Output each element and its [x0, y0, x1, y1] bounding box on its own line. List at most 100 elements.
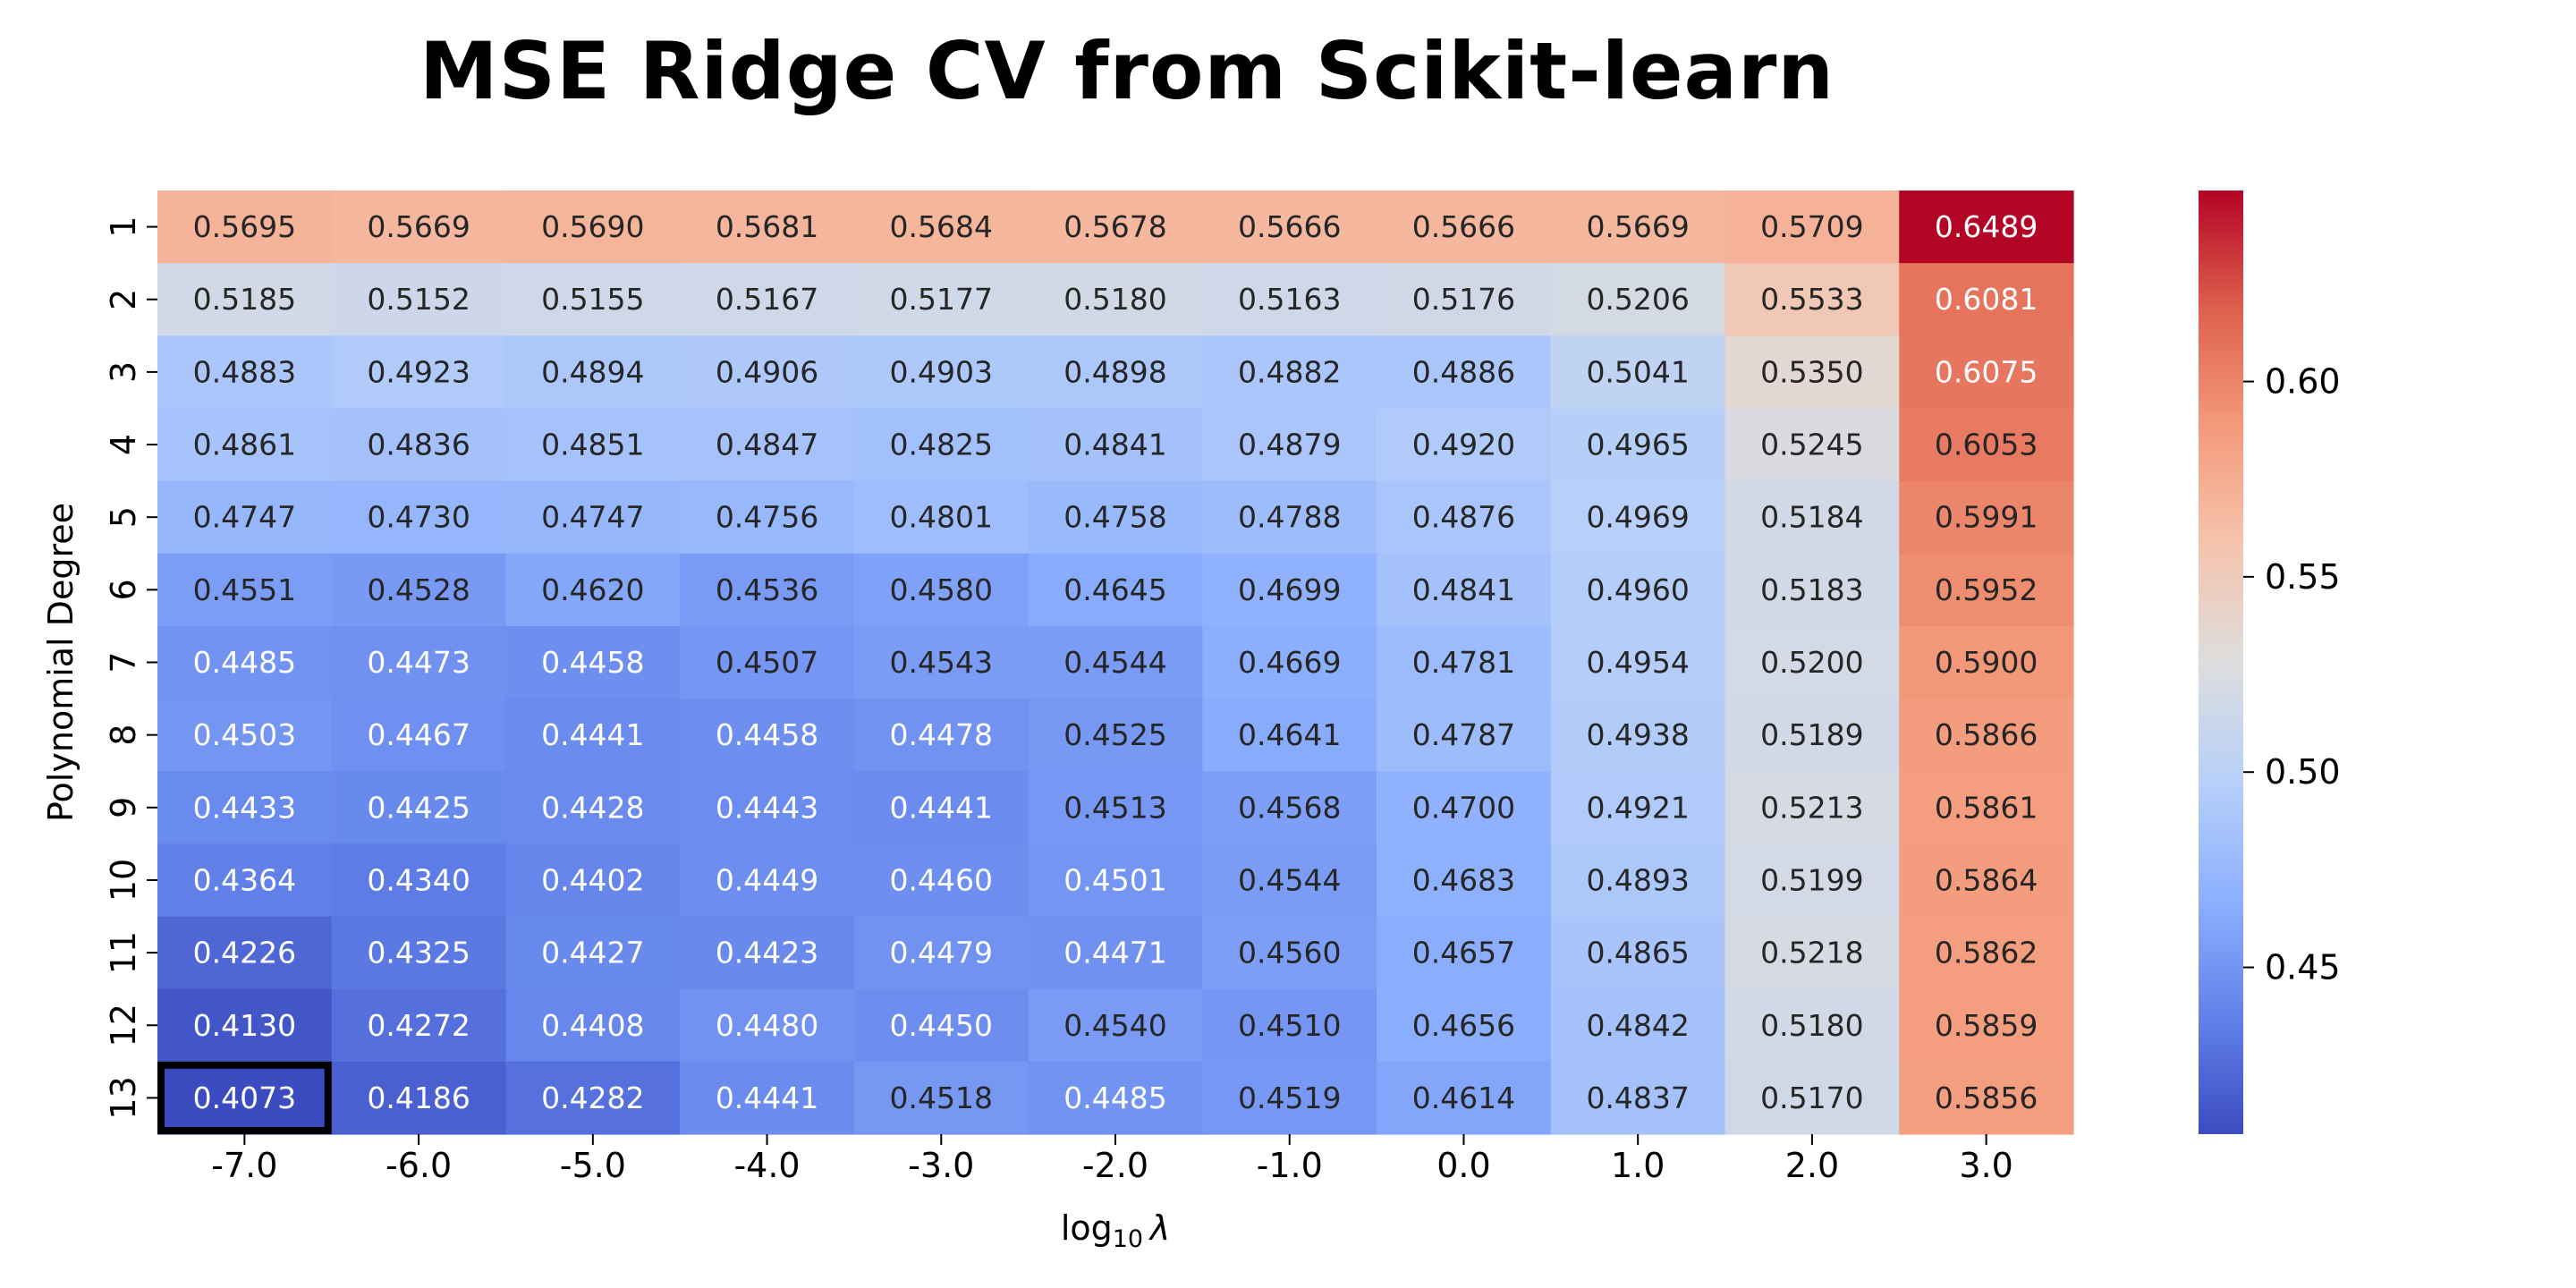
cell-value-label: 0.4879 [1238, 428, 1341, 462]
cell-value-label: 0.4364 [193, 862, 296, 897]
heatmap-cell [1028, 408, 1203, 482]
cell-value-label: 0.4669 [1238, 645, 1341, 680]
heatmap-cell [1899, 699, 2074, 772]
cell-value-label: 0.4501 [1063, 862, 1166, 897]
colorbar [2199, 191, 2243, 1134]
y-tick-label: 9 [104, 797, 143, 818]
cell-value-label: 0.4485 [1063, 1080, 1166, 1115]
heatmap-cell [853, 625, 1030, 699]
heatmap-cell [1899, 771, 2074, 844]
heatmap-cell [1028, 191, 1203, 264]
cell-value-label: 0.4906 [716, 354, 818, 389]
heatmap-cell [1028, 335, 1203, 410]
heatmap-cell [157, 480, 333, 555]
cell-value-label: 0.4560 [1238, 936, 1341, 970]
cell-value-label: 0.5864 [1935, 862, 2038, 897]
cell-value-label: 0.4747 [193, 500, 296, 535]
cell-value-label: 0.5180 [1760, 1008, 1863, 1043]
x-tick-label: -2.0 [1082, 1146, 1148, 1185]
heatmap-cell [1724, 553, 1900, 627]
cell-value-label: 0.4340 [367, 862, 470, 897]
heatmap-cell [680, 843, 855, 918]
x-tick-label: -6.0 [386, 1146, 452, 1185]
cell-value-label: 0.6075 [1935, 354, 2038, 389]
heatmap-cell [1377, 625, 1552, 699]
x-tick-label: -5.0 [560, 1146, 626, 1185]
cell-value-label: 0.4441 [716, 1080, 818, 1115]
y-tick-label: 2 [104, 289, 143, 310]
heatmap-cell [680, 553, 855, 627]
cell-value-label: 0.4841 [1063, 428, 1166, 462]
cell-value-label: 0.6489 [1935, 209, 2038, 244]
cell-value-label: 0.4894 [541, 354, 644, 389]
heatmap-cell [853, 771, 1030, 844]
cell-value-label: 0.4781 [1412, 645, 1515, 680]
heatmap-cell [1550, 1061, 1726, 1135]
cell-value-label: 0.4938 [1586, 717, 1689, 752]
cell-value-label: 0.5690 [541, 209, 644, 244]
cell-value-label: 0.4427 [541, 936, 644, 970]
heatmap-cell [1899, 916, 2074, 990]
heatmap-cell [680, 480, 855, 555]
cell-value-label: 0.5213 [1760, 790, 1863, 825]
cell-value-label: 0.4836 [367, 428, 470, 462]
cell-value-label: 0.4525 [1063, 717, 1166, 752]
heatmap-cell [505, 480, 681, 555]
heatmap-cell [505, 191, 681, 264]
cell-value-label: 0.5184 [1760, 500, 1863, 535]
heatmap-cell [1202, 625, 1377, 699]
heatmap-cell [1028, 480, 1203, 555]
heatmap-cell [331, 699, 507, 772]
heatmap-cell [157, 191, 333, 264]
heatmap-cell [680, 191, 855, 264]
cell-value-label: 0.4272 [367, 1008, 470, 1043]
cell-value-label: 0.5669 [1586, 209, 1689, 244]
cell-value-label: 0.5666 [1412, 209, 1515, 244]
colorbar-tick-label: 0.45 [2265, 948, 2341, 987]
cell-value-label: 0.4282 [541, 1080, 644, 1115]
cell-value-label: 0.4402 [541, 862, 644, 897]
heatmap-cell [1202, 771, 1377, 844]
heatmap-cell [1899, 408, 2074, 482]
cell-value-label: 0.4876 [1412, 500, 1515, 535]
cell-value-label: 0.5183 [1760, 572, 1863, 607]
cell-value-label: 0.4903 [890, 354, 993, 389]
heatmap-cell [1550, 699, 1726, 772]
cell-value-label: 0.4551 [193, 572, 296, 607]
heatmap-cell [1028, 699, 1203, 772]
y-tick-label: 11 [104, 931, 143, 974]
y-tick-label: 7 [104, 651, 143, 673]
heatmap-cell [853, 480, 1030, 555]
heatmap-cell [505, 916, 681, 990]
cell-value-label: 0.5533 [1760, 282, 1863, 317]
cell-value-label: 0.4620 [541, 572, 644, 607]
heatmap-cell [680, 916, 855, 990]
heatmap-cell [505, 988, 681, 1063]
x-tick-label: 0.0 [1436, 1146, 1490, 1185]
heatmap-cell [331, 480, 507, 555]
heatmap-cell [331, 408, 507, 482]
cell-value-label: 0.4536 [716, 572, 818, 607]
colorbar-tick-label: 0.55 [2265, 557, 2341, 597]
cell-value-label: 0.4473 [367, 645, 470, 680]
heatmap-cell [1377, 988, 1552, 1063]
cell-value-label: 0.4699 [1238, 572, 1341, 607]
heatmap-cell [505, 335, 681, 410]
heatmap-cell [680, 1061, 855, 1135]
heatmap-cell [680, 771, 855, 844]
cell-value-label: 0.4730 [367, 500, 470, 535]
heatmap-cell [853, 408, 1030, 482]
heatmap-cell [1550, 988, 1726, 1063]
heatmap-cell [157, 771, 333, 844]
heatmap-cell [1550, 916, 1726, 990]
cell-value-label: 0.4503 [193, 717, 296, 752]
cell-value-label: 0.4441 [541, 717, 644, 752]
cell-value-label: 0.5866 [1935, 717, 2038, 752]
heatmap-cell [680, 263, 855, 336]
x-axis-label: log10 λ [1061, 1208, 1170, 1253]
cell-value-label: 0.4683 [1412, 862, 1515, 897]
cell-value-label: 0.4893 [1586, 862, 1689, 897]
heatmap-cell [1550, 771, 1726, 844]
cell-value-label: 0.4425 [367, 790, 470, 825]
